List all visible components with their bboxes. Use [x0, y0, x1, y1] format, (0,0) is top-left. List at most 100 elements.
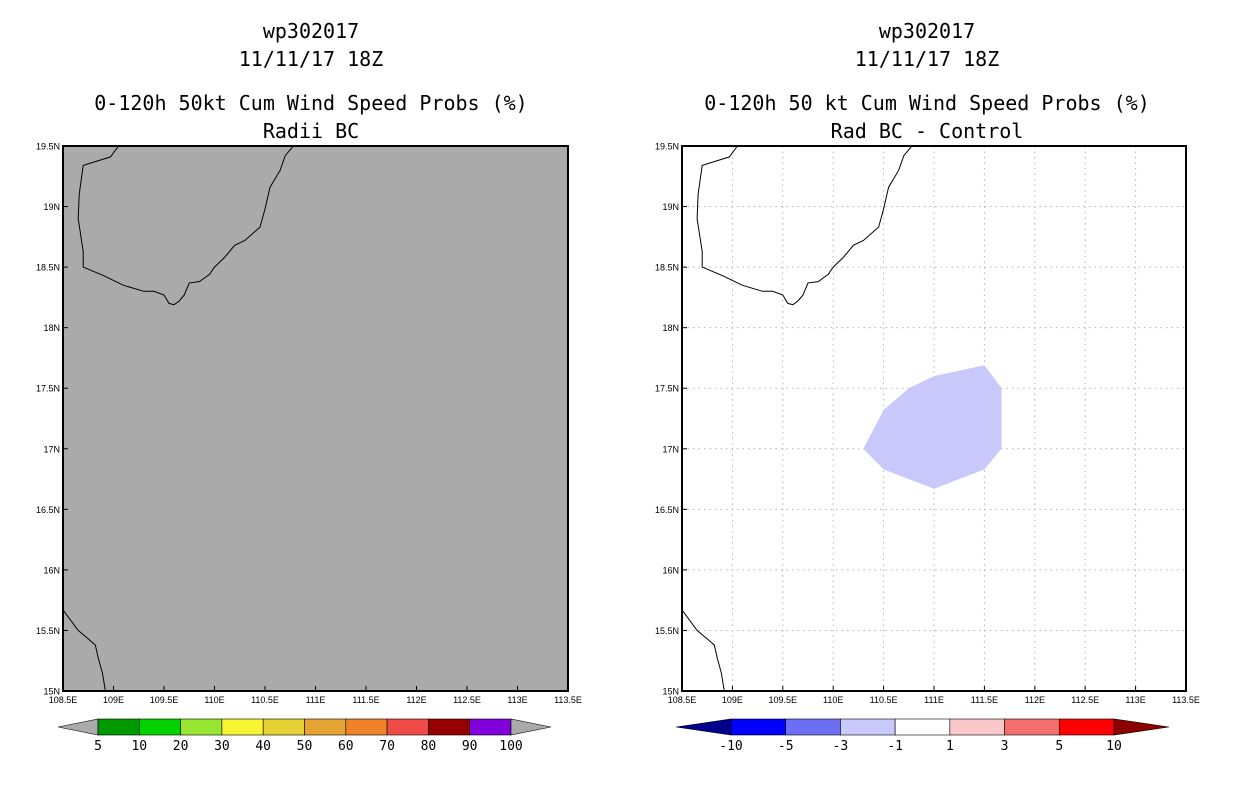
right-colorbar-label-0: -10	[719, 739, 742, 754]
right-colorbar-bin-2	[840, 718, 896, 736]
right-ytick-label-4: 17N	[662, 444, 679, 454]
left-colorbar-bin-7	[386, 718, 429, 736]
left-ytick-label-1: 15.5N	[36, 626, 60, 636]
right-colorbar-bin-0	[730, 718, 787, 736]
left-xtick-label-6: 111.5E	[352, 695, 379, 705]
right-colorbar-label-7: 10	[1106, 739, 1122, 754]
right-shaded-polygon	[863, 365, 1002, 489]
right-colorbar: -10 -5 -3 -1 1 3 5 10	[675, 718, 1170, 754]
right-title-line-2: 11/11/17 18Z	[855, 47, 1000, 71]
left-colorbar-label-0: 5	[94, 739, 102, 754]
right-xtick-label-4: 110.5E	[870, 695, 898, 705]
left-panel: wp302017 11/11/17 18Z 0-120h 50kt Cum Wi…	[36, 19, 582, 754]
right-colorbar-label-2: -3	[833, 739, 849, 754]
right-xtick-label-3: 110E	[823, 695, 843, 705]
left-colorbar-label-2: 20	[173, 739, 189, 754]
left-xtick-label-10: 113.5E	[554, 695, 582, 705]
left-title-line-2: 11/11/17 18Z	[239, 47, 384, 71]
right-ytick-label-8: 19N	[662, 202, 679, 212]
left-colorbar-bin-6	[345, 718, 388, 736]
left-ytick-label-6: 18N	[43, 323, 60, 333]
left-ytick-label-3: 16.5N	[36, 505, 60, 515]
left-title-line-1: wp302017	[263, 19, 359, 43]
left-colorbar-label-1: 10	[131, 739, 147, 754]
left-colorbar-label-10: 100	[499, 739, 522, 754]
right-xtick-label-5: 111E	[924, 695, 944, 705]
left-xtick-label-0: 108.5E	[49, 695, 78, 705]
right-colorbar-label-1: -5	[778, 739, 794, 754]
right-colorbar-bin-6	[1058, 718, 1115, 736]
right-colorbar-label-4: 1	[946, 739, 954, 754]
right-colorbar-label-6: 5	[1055, 739, 1063, 754]
left-xtick-label-7: 112E	[406, 695, 426, 705]
left-colorbar-label-5: 50	[297, 739, 313, 754]
right-colorbar-bin-4	[949, 718, 1005, 736]
left-ytick-label-8: 19N	[43, 202, 60, 212]
left-xtick-label-3: 110E	[204, 695, 224, 705]
right-xtick-label-8: 112.5E	[1071, 695, 1099, 705]
left-ytick-label-2: 16N	[43, 565, 60, 575]
left-colorbar-label-7: 70	[379, 739, 395, 754]
right-ytick-label-2: 16N	[662, 565, 679, 575]
right-ytick-label-5: 17.5N	[655, 384, 679, 394]
left-ytick-label-0: 15N	[43, 687, 60, 697]
right-xtick-label-10: 113.5E	[1172, 695, 1200, 705]
right-coastlines	[681, 145, 913, 692]
left-colorbar-label-9: 90	[462, 739, 478, 754]
right-colorbar-label-3: -1	[887, 739, 903, 754]
left-map-background	[63, 146, 568, 691]
right-coastline-vietnam	[681, 609, 725, 692]
right-colorbar-bin-5	[1004, 718, 1060, 736]
right-colorbar-bin-1	[785, 718, 841, 736]
right-ytick-label-3: 16.5N	[655, 505, 679, 515]
right-title-line-4: Rad BC - Control	[831, 119, 1024, 143]
right-title-line-1: wp302017	[879, 19, 975, 43]
right-colorbar-end-low	[675, 718, 732, 736]
left-ytick-label-4: 17N	[43, 444, 60, 454]
right-ytick-label-0: 15N	[662, 687, 679, 697]
right-ticks: 108.5E 109E 109.5E 110E 110.5E 111E 111.5E 112E…	[655, 142, 1200, 706]
right-coastline-hainan	[696, 145, 913, 306]
right-xtick-label-1: 109E	[722, 695, 743, 705]
left-colorbar-bin-0	[97, 718, 140, 736]
right-xtick-label-2: 109.5E	[769, 695, 798, 705]
left-coastline-vietnam	[62, 609, 106, 692]
left-colorbar: 5 10 20 30 40 50 60 70 80 90 100	[57, 718, 552, 754]
left-colorbar-label-4: 40	[255, 739, 271, 754]
left-colorbar-bin-8	[428, 718, 470, 736]
left-coastline-hainan	[77, 145, 294, 306]
left-xtick-label-2: 109.5E	[150, 695, 179, 705]
left-xtick-label-5: 111E	[306, 695, 326, 705]
left-title-line-4: Radii BC	[263, 119, 359, 143]
left-colorbar-bin-1	[139, 718, 181, 736]
left-xtick-label-8: 112.5E	[453, 695, 481, 705]
left-colorbar-label-3: 30	[214, 739, 230, 754]
right-colorbar-label-5: 3	[1001, 739, 1009, 754]
left-colorbar-end-low	[57, 718, 99, 736]
left-ticks: 108.5E 109E 109.5E 110E 110.5E 111E 111.5E 112E…	[36, 142, 582, 706]
left-xtick-label-1: 109E	[103, 695, 124, 705]
left-xtick-label-4: 110.5E	[251, 695, 279, 705]
right-ytick-label-7: 18.5N	[655, 263, 679, 273]
right-ytick-label-9: 19.5N	[655, 142, 679, 152]
left-colorbar-label-6: 60	[338, 739, 354, 754]
right-xtick-label-0: 108.5E	[668, 695, 697, 705]
right-xtick-label-7: 112E	[1025, 695, 1045, 705]
left-ytick-label-5: 17.5N	[36, 384, 60, 394]
right-colorbar-end-high	[1113, 718, 1170, 736]
left-xtick-label-9: 113E	[507, 695, 527, 705]
left-colorbar-bin-4	[262, 718, 305, 736]
left-colorbar-end-high	[510, 718, 552, 736]
left-colorbar-bin-3	[221, 718, 264, 736]
right-panel: wp302017 11/11/17 18Z 0-120h 50 kt Cum W…	[655, 19, 1200, 754]
right-xtick-label-6: 111.5E	[971, 695, 998, 705]
right-ytick-label-6: 18N	[662, 323, 679, 333]
left-title-line-3: 0-120h 50kt Cum Wind Speed Probs (%)	[94, 91, 527, 115]
left-colorbar-label-8: 80	[421, 739, 437, 754]
right-ytick-label-1: 15.5N	[655, 626, 679, 636]
left-colorbar-bin-9	[469, 718, 512, 736]
right-xtick-label-9: 113E	[1125, 695, 1145, 705]
left-colorbar-bin-5	[304, 718, 347, 736]
left-ytick-label-9: 19.5N	[36, 142, 60, 152]
